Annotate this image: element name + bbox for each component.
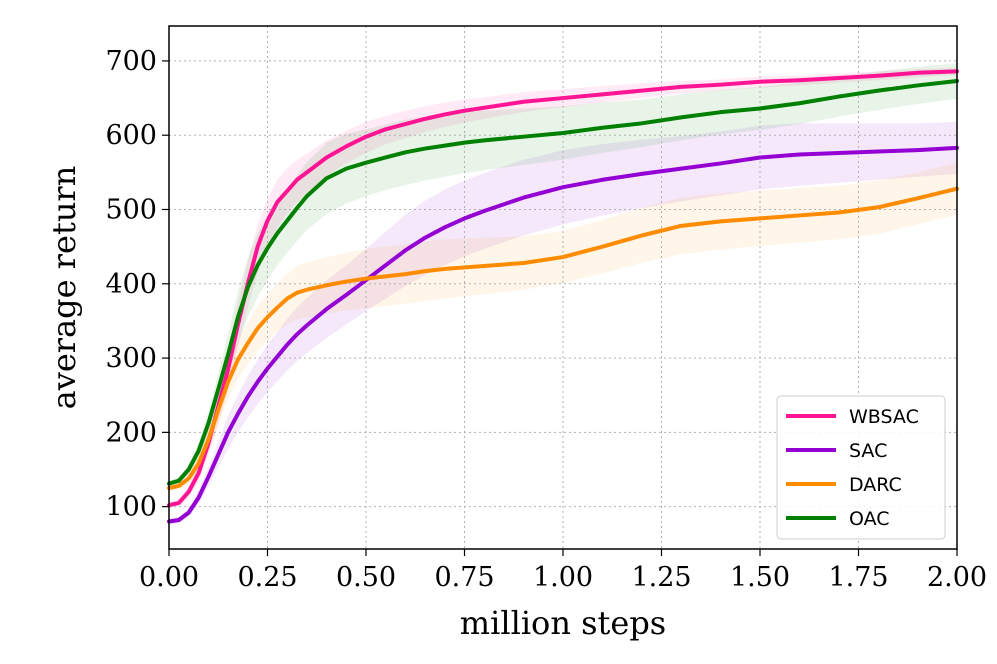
y-tick-label: 500 [105, 194, 157, 225]
y-tick-label: 400 [105, 269, 157, 300]
x-axis-title: million steps [460, 604, 666, 642]
darc-band [169, 162, 957, 492]
y-tick-label: 200 [105, 417, 157, 448]
y-axis-ticks: 100 200 300 400 500 600 700 [105, 46, 169, 523]
darc-line [167, 186, 959, 491]
x-tick-label: 0.25 [237, 562, 297, 593]
x-tick-label: 1.50 [730, 562, 790, 593]
x-tick-label: 0.00 [139, 562, 199, 593]
oac-band [169, 63, 957, 487]
y-tick-label: 100 [105, 492, 157, 523]
series-lines [167, 69, 959, 524]
x-tick-label: 1.00 [533, 562, 593, 593]
wbsac-line [167, 69, 959, 508]
x-tick-label: 1.25 [631, 562, 691, 593]
legend-label-darc: DARC [849, 474, 902, 496]
legend-box [776, 395, 946, 540]
oac-line [167, 78, 959, 486]
x-tick-label: 2.00 [927, 562, 987, 593]
legend: WBSAC SAC DARC OAC [776, 395, 946, 540]
x-tick-label: 0.75 [434, 562, 494, 593]
y-tick-label: 300 [105, 343, 157, 374]
y-axis-title: average return [45, 166, 83, 410]
legend-label-wbsac: WBSAC [849, 406, 919, 428]
legend-label-oac: OAC [849, 508, 890, 530]
x-axis-ticks: 0.00 0.25 0.50 0.75 1.00 1.25 1.50 1.75 2.00 [139, 549, 987, 593]
x-tick-label: 0.50 [336, 562, 396, 593]
y-tick-label: 600 [105, 120, 157, 151]
x-tick-label: 1.75 [828, 562, 888, 593]
y-tick-label: 700 [105, 46, 157, 77]
legend-label-sac: SAC [849, 440, 887, 462]
sac-line [167, 145, 959, 524]
